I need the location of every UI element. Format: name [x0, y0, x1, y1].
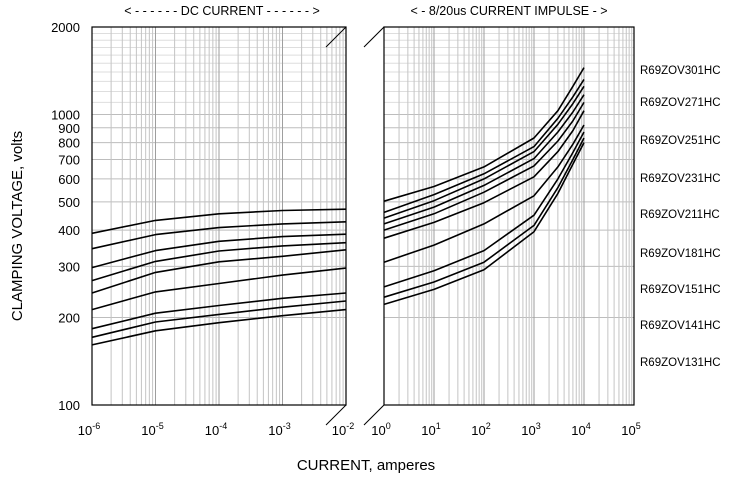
- model-label: R69ZOV141HC: [640, 320, 721, 332]
- series-1-dc-curve: [91, 208, 347, 235]
- series-10-impulse-curve: [383, 142, 585, 306]
- x-tick-label-dc: 10-2: [332, 421, 354, 438]
- series-layer: [91, 67, 585, 346]
- model-label: R69ZOV151HC: [640, 284, 721, 296]
- model-label: R69ZOV211HC: [640, 209, 720, 221]
- series-4-dc-curve: [91, 241, 347, 282]
- series-8-impulse-curve: [383, 131, 585, 288]
- x-tick-label-impulse: 104: [571, 421, 590, 438]
- y-tick-label: 700: [58, 152, 80, 167]
- y-tick-label: 200: [58, 311, 80, 326]
- model-label: R69ZOV251HC: [640, 135, 721, 147]
- model-label: R69ZOV271HC: [640, 97, 721, 109]
- axis-break-mark: [325, 404, 347, 426]
- series-1-impulse-curve: [383, 67, 585, 202]
- series-9-dc-curve: [91, 308, 347, 346]
- x-tick-label-dc: 10-4: [205, 421, 227, 438]
- model-label: R69ZOV131HC: [640, 357, 721, 369]
- y-tick-label: 500: [58, 195, 80, 210]
- y-tick-label: 100: [58, 398, 80, 413]
- y-tick-label: 800: [58, 136, 80, 151]
- series-2-impulse-curve: [383, 78, 585, 214]
- y-tick-label: 600: [58, 172, 80, 187]
- model-label: R69ZOV181HC: [640, 248, 721, 260]
- impulse-panel-frame: [383, 26, 635, 406]
- dc-current-header: < - - - - - - DC CURRENT - - - - - - >: [124, 4, 320, 18]
- x-tick-label-impulse: 105: [621, 421, 640, 438]
- series-5-dc-curve: [91, 249, 347, 294]
- series-5-impulse-curve: [383, 101, 585, 231]
- y-tick-label: 400: [58, 223, 80, 238]
- series-6-impulse-curve: [383, 110, 585, 239]
- axis-break-mark: [363, 404, 385, 426]
- x-tick-label-dc: 10-6: [78, 421, 100, 438]
- y-axis-title: CLAMPING VOLTAGE, volts: [9, 131, 26, 321]
- x-tick-label-impulse: 101: [421, 421, 440, 438]
- series-2-dc-curve: [91, 221, 347, 250]
- axis-break-mark: [363, 26, 385, 48]
- y-tick-label: 300: [58, 259, 80, 274]
- dc-panel-frame: [91, 26, 347, 406]
- impulse-current-header: < - 8/20us CURRENT IMPULSE - >: [410, 4, 607, 18]
- series-9-impulse-curve: [383, 137, 585, 298]
- series-4-impulse-curve: [383, 94, 585, 225]
- model-label: R69ZOV231HC: [640, 173, 721, 185]
- y-tick-label: 1000: [51, 107, 80, 122]
- x-tick-label-impulse: 102: [471, 421, 490, 438]
- x-tick-label-impulse: 103: [521, 421, 540, 438]
- series-6-dc-curve: [91, 267, 347, 311]
- frame-layer: [91, 26, 635, 426]
- series-3-dc-curve: [91, 233, 347, 269]
- series-3-impulse-curve: [383, 85, 585, 219]
- y-tick-label: 2000: [51, 20, 80, 35]
- x-axis-title: CURRENT, amperes: [297, 457, 435, 474]
- x-tick-label-impulse: 100: [371, 421, 390, 438]
- x-tick-label-dc: 10-3: [268, 421, 290, 438]
- grid-layer: [91, 26, 634, 406]
- x-tick-label-dc: 10-5: [141, 421, 163, 438]
- series-8-dc-curve: [91, 300, 347, 339]
- series-7-dc-curve: [91, 292, 347, 330]
- axis-break-mark: [325, 26, 347, 48]
- y-tick-label: 900: [58, 121, 80, 136]
- series-7-impulse-curve: [383, 124, 585, 263]
- model-label: R69ZOV301HC: [640, 65, 721, 77]
